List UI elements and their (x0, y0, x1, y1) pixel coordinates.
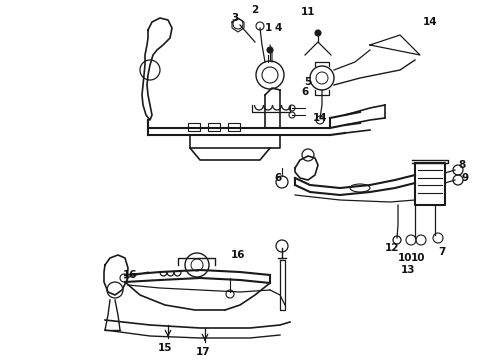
Text: 2: 2 (251, 5, 259, 15)
Text: 17: 17 (196, 347, 210, 357)
Bar (208, 123, 220, 131)
Circle shape (267, 47, 273, 53)
Text: 7: 7 (439, 247, 446, 257)
Text: 3: 3 (231, 13, 239, 23)
Bar (188, 123, 200, 131)
Text: 6: 6 (301, 87, 309, 97)
Text: 10: 10 (398, 253, 412, 263)
Text: 10: 10 (411, 253, 425, 263)
Text: 11: 11 (301, 7, 315, 17)
Text: 15: 15 (158, 343, 172, 353)
Text: 5: 5 (304, 77, 312, 87)
Text: 1: 1 (265, 23, 271, 33)
Circle shape (315, 30, 321, 36)
Text: 9: 9 (462, 173, 468, 183)
Text: 8: 8 (458, 160, 466, 170)
Text: 14: 14 (423, 17, 437, 27)
Text: 4: 4 (274, 23, 282, 33)
Text: 6: 6 (274, 173, 282, 183)
Text: 16: 16 (123, 270, 137, 280)
Text: 14: 14 (313, 113, 327, 123)
Text: 12: 12 (385, 243, 399, 253)
Text: 16: 16 (231, 250, 245, 260)
Bar (228, 123, 240, 131)
Text: 13: 13 (401, 265, 415, 275)
